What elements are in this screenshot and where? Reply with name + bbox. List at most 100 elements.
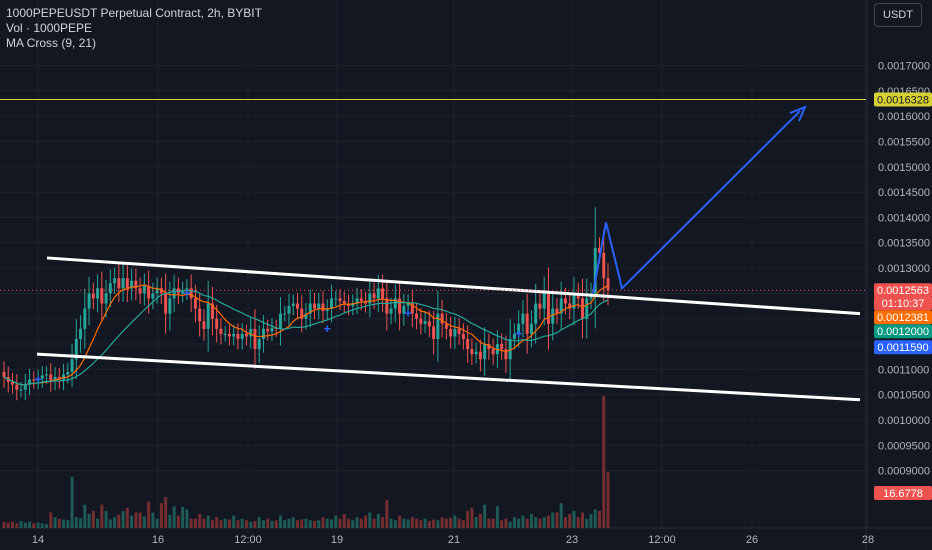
price-tick-label: 0.0015500: [878, 136, 930, 148]
volume-bar: [142, 516, 146, 528]
candle-body: [202, 321, 206, 329]
candle-body: [32, 379, 36, 381]
candle-body: [568, 303, 572, 309]
candle-body: [534, 303, 538, 324]
volume-bar: [287, 518, 291, 528]
volume-bar: [113, 517, 117, 528]
price-tick-label: 0.0010000: [878, 415, 930, 427]
volume-bar: [70, 476, 74, 528]
volume-bar: [134, 512, 138, 528]
ma-cross-indicator-label[interactable]: MA Cross (9, 21): [6, 36, 97, 50]
volume-bar: [125, 507, 129, 528]
time-tick-label: 28: [862, 534, 874, 546]
volume-bar: [381, 517, 385, 528]
volume-bar: [598, 510, 601, 528]
volume-bar: [57, 518, 61, 528]
candle-body: [563, 298, 567, 304]
candle-body: [355, 298, 359, 304]
volume-bar: [74, 517, 78, 528]
volume-bar: [525, 518, 529, 528]
volume-bar: [423, 518, 427, 528]
candle-body: [572, 293, 576, 309]
ma-cross-marker: +: [404, 306, 412, 321]
candle-body: [368, 293, 372, 304]
candle-body: [398, 298, 402, 314]
volume-bar: [457, 518, 461, 528]
candle-body: [70, 359, 74, 372]
price-axis[interactable]: 0.0009000 0.0009500 0.0010000 0.0010500 0.00…: [874, 60, 932, 500]
chart-legend: 1000PEPEUSDT Perpetual Contract, 2h, BYB…: [6, 6, 262, 51]
volume-bar: [232, 515, 236, 528]
candle-body: [474, 351, 478, 355]
symbol-title[interactable]: 1000PEPEUSDT Perpetual Contract, 2h, BYB…: [6, 6, 262, 20]
volume-bar: [223, 518, 227, 528]
ma-cross-marker: +: [34, 372, 42, 387]
volume-bar: [389, 518, 393, 528]
volume-bar: [283, 520, 287, 528]
volume-bars: [2, 396, 610, 528]
candle-body: [147, 285, 151, 299]
candle-body: [427, 321, 431, 327]
candle-body: [172, 288, 176, 299]
volume-bar: [261, 520, 265, 528]
candle-body: [53, 376, 57, 381]
volume-bar: [368, 512, 372, 528]
volume-bar: [2, 521, 6, 528]
currency-button[interactable]: USDT: [874, 3, 922, 27]
candle-body: [155, 288, 159, 294]
volume-bar: [559, 503, 563, 528]
candle-body: [23, 384, 27, 390]
volume-bar: [236, 520, 240, 528]
price-tick-label: 0.0014500: [878, 187, 930, 199]
ma-fast-price-label: 0.0012381: [877, 312, 929, 324]
candle-body: [181, 290, 185, 294]
candle-body: [278, 313, 282, 329]
volume-bar: [500, 520, 504, 528]
time-axis[interactable]: 14 16 12:00 19 21 23 12:00 26 28: [32, 534, 874, 546]
volume-bar: [296, 520, 299, 528]
candle-body: [415, 313, 419, 319]
volume-bar: [168, 514, 172, 528]
candle-body: [602, 252, 606, 279]
volume-bar: [23, 522, 27, 528]
candle-body: [546, 293, 550, 324]
candle-body: [151, 293, 155, 299]
candle-body: [198, 308, 202, 322]
candle-body: [381, 288, 385, 299]
volume-bar: [91, 510, 95, 528]
volume-bar: [406, 519, 410, 528]
volume-bar: [278, 515, 282, 528]
candle-body: [28, 379, 32, 385]
volume-bar: [487, 518, 491, 528]
volume-bar: [249, 521, 253, 528]
volume-bar: [568, 514, 572, 528]
volume-bar: [138, 512, 142, 528]
volume-bar: [11, 521, 14, 528]
candle-body: [517, 323, 521, 334]
volume-bar: [427, 521, 431, 528]
candle-body: [555, 308, 559, 314]
candle-body: [121, 278, 125, 289]
projection-path: [592, 110, 801, 294]
volume-bar: [359, 518, 363, 528]
candle-body: [385, 298, 389, 314]
trend-drawings[interactable]: [0, 98, 866, 402]
volume-bar: [291, 517, 295, 528]
volume-bar: [410, 517, 414, 528]
volume-indicator-label[interactable]: Vol · 1000PEPE: [6, 21, 93, 35]
volume-bar: [172, 506, 176, 528]
ma-cross-marker: +: [323, 321, 331, 336]
volume-bar: [257, 517, 261, 528]
volume-bar: [193, 518, 197, 528]
candle-body: [585, 298, 589, 319]
candle-body: [11, 382, 14, 385]
volume-bar: [164, 496, 168, 528]
volume-bar: [151, 512, 155, 528]
price-tick-label: 0.0014000: [878, 212, 930, 224]
volume-bar: [147, 501, 151, 528]
volume-bar: [432, 519, 436, 528]
candle-body: [419, 318, 423, 324]
candle-body: [364, 300, 368, 304]
candle-body: [240, 333, 244, 339]
